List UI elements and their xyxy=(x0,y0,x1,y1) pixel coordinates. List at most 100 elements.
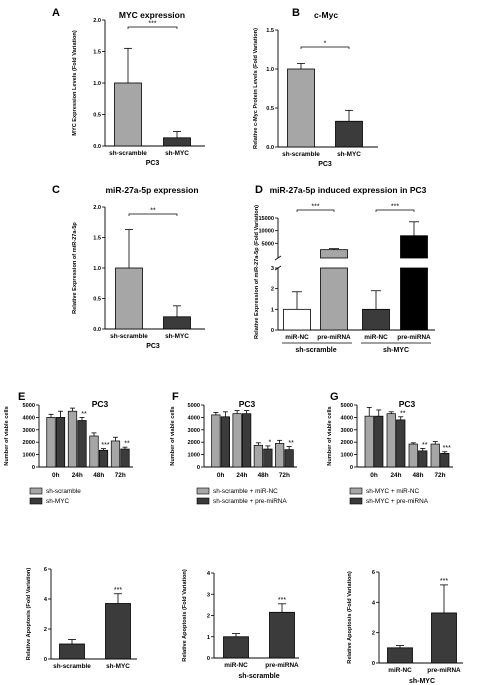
chart-f-bar xyxy=(242,413,252,468)
chart-c-ytick-label: 1.0 xyxy=(93,266,101,272)
chart-f-bar xyxy=(263,448,273,468)
chart-c-ylabel: Relative Expression of miR-27a-5p xyxy=(72,222,78,314)
chart-g-ytick-label: 0 xyxy=(350,465,353,471)
chart-e-significance: *** xyxy=(101,442,109,449)
chart-a-significance: *** xyxy=(148,21,156,28)
chart-a-ytick-label: 0.5 xyxy=(93,113,101,119)
chart-d-bar xyxy=(400,267,428,331)
chart-e2-apoptosis-bar xyxy=(105,603,131,660)
chart-f-ylabel: Number of viable cells xyxy=(170,406,176,465)
chart-f-bar xyxy=(232,413,242,468)
chart-f-legend-swatch xyxy=(196,487,210,495)
chart-d-ytick-label: 1 xyxy=(271,307,274,313)
chart-c-significance: ** xyxy=(150,208,156,215)
chart-g-bar xyxy=(408,443,418,468)
chart-e-ytick-label: 3000 xyxy=(23,428,35,434)
panel-label-d: D xyxy=(255,184,263,196)
chart-e2-apoptosis-category-label: sh-scramble xyxy=(53,663,91,670)
chart-f-ytick-label: 1000 xyxy=(188,453,200,459)
chart-f-ytick-label: 0 xyxy=(197,465,200,471)
chart-e-bar xyxy=(77,420,87,468)
chart-f-legend-label: sh-scramble + pre-miRNA xyxy=(213,498,287,505)
chart-e-ytick-label: 0 xyxy=(32,465,35,471)
chart-f2-apoptosis-category-label: pre-miRNA xyxy=(265,662,299,669)
chart-f-significance: * xyxy=(269,439,272,446)
chart-e2-apoptosis-ytick-label: 4 xyxy=(44,597,48,603)
chart-d-bar xyxy=(320,267,348,331)
chart-e-bar xyxy=(55,417,66,468)
panel-label-b: B xyxy=(292,7,300,19)
chart-c-xlabel: PC3 xyxy=(146,343,160,350)
chart-d-ytick-label: 5000 xyxy=(262,241,274,247)
chart-a-ytick-label: 0.0 xyxy=(93,144,101,150)
chart-g2-apoptosis-ytick-label: 2 xyxy=(372,631,375,637)
chart-e-significance: ** xyxy=(81,411,87,418)
chart-e-bar xyxy=(89,435,99,468)
chart-g-category-label: 24h xyxy=(390,472,401,479)
chart-a-ytick-label: 2.0 xyxy=(93,18,101,24)
chart-g2-apoptosis-ytick-label: 0 xyxy=(372,661,375,667)
chart-f2-apoptosis-ytick-label: 3 xyxy=(207,592,210,598)
chart-b-ytick-label: 1.5 xyxy=(266,28,274,34)
chart-d-axis-break xyxy=(274,255,282,261)
chart-f-bar xyxy=(211,414,221,468)
chart-d-category-label: pre-miRNA xyxy=(397,334,431,341)
chart-c-bar xyxy=(163,316,191,330)
chart-e2-apoptosis-ytick-label: 2 xyxy=(44,627,47,633)
chart-f2-apoptosis-bar xyxy=(223,636,249,659)
chart-g-bar xyxy=(396,419,406,468)
chart-c-ytick-label: 1.5 xyxy=(93,236,101,242)
chart-f-bar xyxy=(275,443,285,468)
chart-g-category-label: 72h xyxy=(434,472,445,479)
chart-d-ytick-label: 2 xyxy=(271,287,274,293)
chart-d-significance: *** xyxy=(391,204,399,211)
chart-d-category-label: miR-NC xyxy=(364,334,388,341)
chart-d-ylabel: Relative Expression of miR-27a-5p (Fold … xyxy=(254,205,260,339)
chart-f2-apoptosis-ylabel: Relative Apoptosis (Fold Variation) xyxy=(182,569,188,662)
chart-b-ylabel: Relative c-Myc Protein Levels (Fold Vari… xyxy=(253,28,259,149)
chart-a-ytick-label: 1.0 xyxy=(93,81,101,87)
chart-f-ytick-label: 2000 xyxy=(188,440,200,446)
chart-e-legend-label: sh-MYC xyxy=(46,498,69,505)
chart-e-ylabel: Number of viable cells xyxy=(4,406,10,465)
chart-d-significance: *** xyxy=(311,204,319,211)
chart-e-bar xyxy=(98,449,109,468)
chart-e-ytick-label: 4000 xyxy=(23,415,35,421)
chart-g-title: PC3 xyxy=(399,399,416,409)
chart-f-significance: ** xyxy=(288,440,294,447)
chart-c-ytick-label: 0.5 xyxy=(93,297,101,303)
chart-d-bar xyxy=(320,249,348,259)
chart-d-bracket xyxy=(375,209,415,212)
chart-e-bar xyxy=(120,448,130,468)
chart-e-legend-swatch xyxy=(29,497,43,505)
chart-e-category-label: 0h xyxy=(52,472,60,479)
chart-c-category-label: sh-MYC xyxy=(165,333,189,340)
chart-a-category-label: sh-MYC xyxy=(165,150,189,157)
chart-f-ytick-label: 3000 xyxy=(188,428,200,434)
chart-d-ytick-label: 0 xyxy=(271,328,274,334)
chart-d-category-label: pre-miRNA xyxy=(317,334,351,341)
chart-f-title: PC3 xyxy=(239,399,256,409)
chart-g-bar xyxy=(386,413,396,468)
chart-g2-apoptosis-category-label: miR-NC xyxy=(388,667,412,674)
chart-c-ytick-label: 0.0 xyxy=(93,327,101,333)
chart-b-title: c-Myc xyxy=(314,10,338,20)
chart-f-bar xyxy=(253,444,263,468)
chart-c-category-label: sh-scramble xyxy=(110,333,148,340)
chart-b-significance: * xyxy=(324,41,327,48)
chart-d-bar xyxy=(362,308,390,331)
chart-d-title: miR-27a-5p induced expression in PC3 xyxy=(270,185,427,195)
chart-e-category-label: 48h xyxy=(93,472,104,479)
chart-g-ytick-label: 2000 xyxy=(341,440,353,446)
chart-a-xlabel: PC3 xyxy=(146,160,160,167)
chart-g-significance: ** xyxy=(422,442,428,449)
chart-g-bar xyxy=(430,443,440,468)
chart-d-ytick-label: 3 xyxy=(271,266,274,272)
chart-e2-apoptosis-ytick-label: 0 xyxy=(44,657,47,663)
chart-g-ytick-label: 4000 xyxy=(341,415,353,421)
chart-g-legend-label: sh-MYC + miR-NC xyxy=(366,488,419,495)
chart-f-ytick-label: 5000 xyxy=(188,403,200,409)
chart-d-ytick-label: 10000 xyxy=(258,229,274,235)
chart-e-ytick-label: 1000 xyxy=(23,453,35,459)
